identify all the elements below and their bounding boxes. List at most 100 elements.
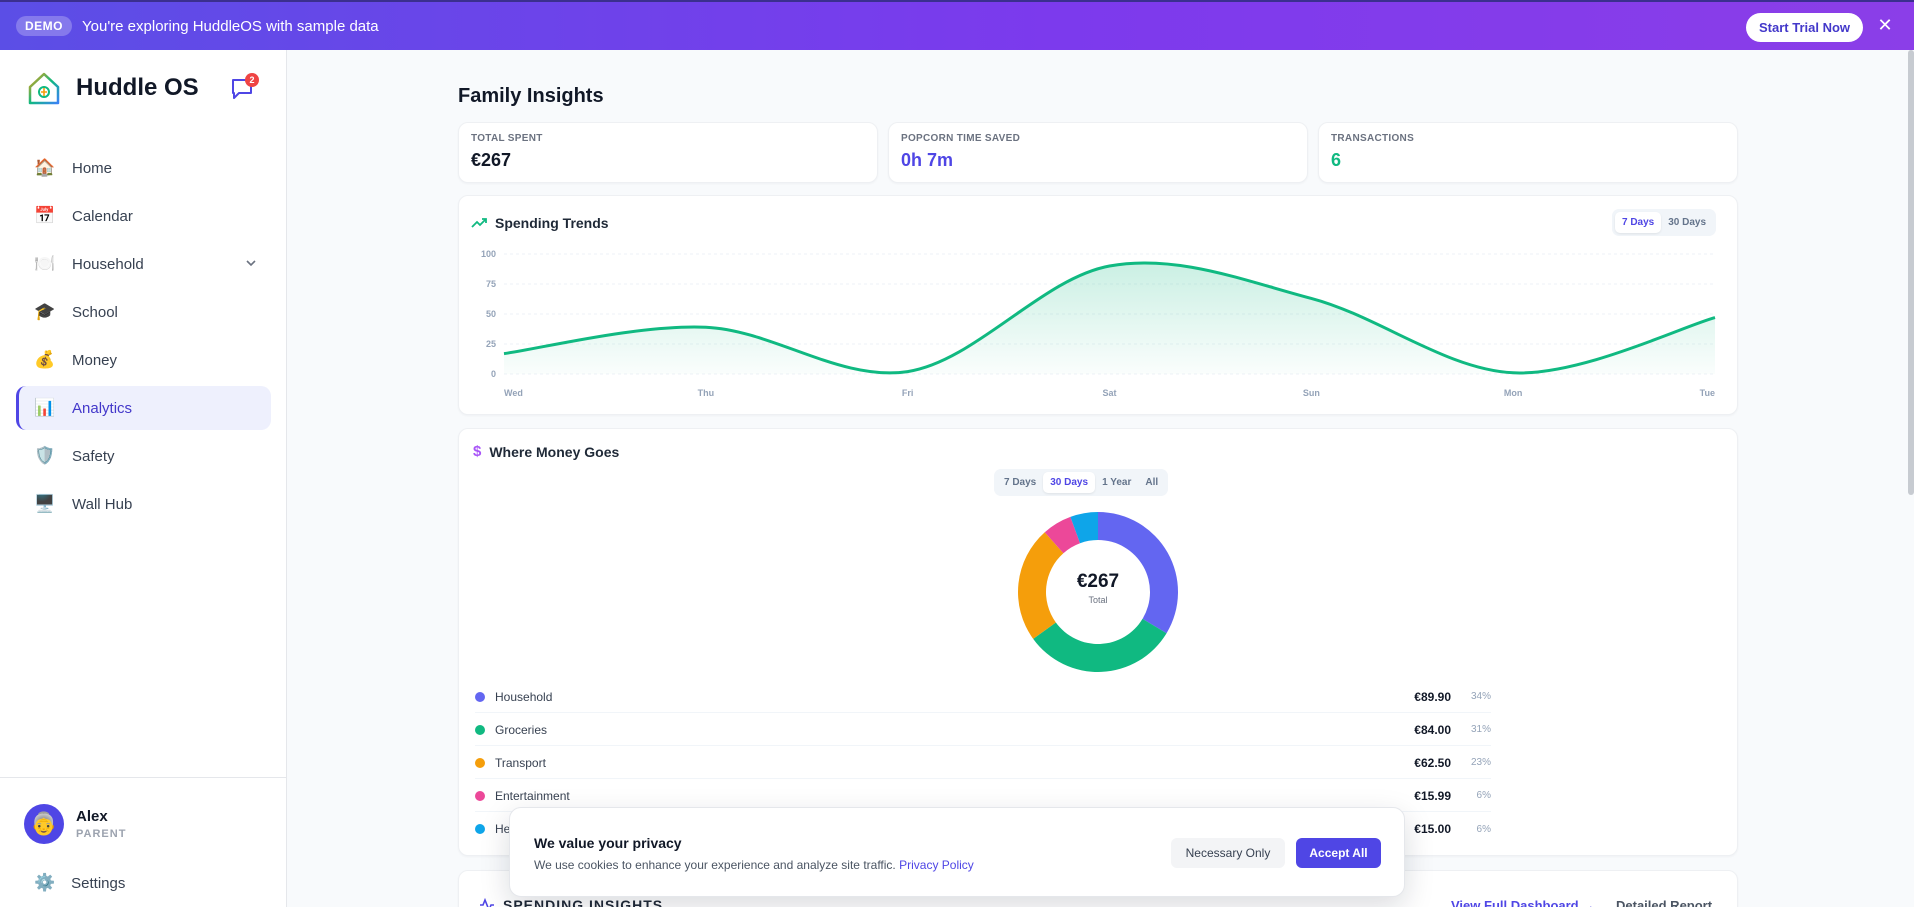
spending-trends-card: Spending Trends 7 Days 30 Days 0 25 50 75 10…	[458, 195, 1738, 415]
sidebar-item-calendar[interactable]: 📅 Calendar	[16, 194, 271, 238]
sidebar-item-analytics[interactable]: 📊 Analytics	[16, 386, 271, 430]
legend-percent: 6%	[1476, 790, 1491, 801]
donut-slice-household[interactable]	[1098, 512, 1178, 634]
legend-dot	[475, 724, 485, 735]
chevron-down-icon[interactable]	[245, 257, 257, 269]
where-money-goes-title: $ Where Money Goes	[473, 443, 619, 460]
range-30-days[interactable]: 30 Days	[1043, 472, 1096, 493]
necessary-only-button[interactable]: Necessary Only	[1171, 838, 1285, 868]
spending-trend-chart: 0 25 50 75 100 Wed Thu Fri Sat Sun Mon Tue	[481, 249, 1716, 398]
sidebar-item-home[interactable]: 🏠 Home	[16, 146, 271, 190]
sidebar-item-label: Home	[72, 159, 113, 177]
gear-icon: ⚙️	[34, 873, 56, 892]
sidebar-item-school[interactable]: 🎓 School	[16, 290, 271, 334]
graduation-cap-icon: 🎓	[34, 302, 56, 321]
sidebar-item-money[interactable]: 💰 Money	[16, 338, 271, 382]
stat-card-total-spent: TOTAL SPENT €267	[458, 122, 878, 183]
stat-value: 0h 7m	[901, 150, 954, 170]
range-1-year[interactable]: 1 Year	[1102, 477, 1132, 488]
range-30-days[interactable]: 30 Days	[1668, 217, 1707, 228]
view-full-dashboard-link[interactable]: View Full Dashboard →	[1451, 898, 1596, 907]
donut-slice-entertainment[interactable]	[1044, 516, 1081, 554]
detailed-report-link[interactable]: Detailed Report	[1616, 898, 1713, 907]
page-scrollbar[interactable]	[1908, 50, 1914, 495]
sidebar-item-label: Safety	[72, 447, 115, 465]
legend-dot	[475, 790, 485, 801]
spending-trends-title: Spending Trends	[471, 215, 609, 231]
y-tick-label: 25	[486, 339, 496, 349]
legend-percent: 6%	[1476, 823, 1491, 835]
legend-name: Transport	[495, 755, 546, 770]
legend-dot	[475, 824, 485, 834]
accept-all-button[interactable]: Accept All	[1296, 838, 1381, 868]
legend-row[interactable]: Groceries €84.00 31%	[475, 714, 1491, 746]
brand[interactable]: Huddle OS	[24, 68, 199, 108]
donut-total: €267	[1076, 571, 1120, 592]
house-logo-icon	[28, 72, 60, 105]
sidebar-item-safety[interactable]: 🛡️ Safety	[16, 434, 271, 478]
donut-total-label: Total	[1088, 595, 1108, 605]
start-trial-button[interactable]: Start Trial Now	[1746, 13, 1863, 42]
bar-chart-icon: 📊	[34, 398, 56, 417]
legend-row[interactable]: He €15.00 6%	[475, 813, 1491, 845]
stat-card-transactions: TRANSACTIONS 6	[1318, 122, 1738, 183]
close-banner-icon[interactable]: ✕	[1877, 15, 1893, 35]
sidebar-item-settings[interactable]: ⚙️ Settings	[34, 873, 125, 893]
sidebar-item-label: Analytics	[72, 399, 133, 417]
sidebar-item-label: Money	[72, 351, 118, 369]
plate-icon: 🍽️	[34, 254, 56, 273]
stat-label: TOTAL SPENT	[471, 133, 543, 144]
settings-label: Settings	[71, 874, 126, 892]
sidebar-item-label: Calendar	[72, 207, 133, 225]
trends-range-toggle: 7 Days 30 Days	[1612, 209, 1717, 236]
legend-amount: €84.00	[1414, 722, 1451, 737]
cookie-text: We use cookies to enhance your experienc…	[534, 858, 974, 872]
trending-up-icon	[471, 218, 487, 228]
card-title-text: Spending Trends	[495, 215, 609, 231]
cookie-title: We value your privacy	[534, 835, 682, 851]
sidebar-item-household[interactable]: 🍽️ Household	[16, 242, 271, 286]
user-profile[interactable]: 👵 Alex PARENT	[24, 804, 126, 844]
user-role: PARENT	[76, 828, 127, 840]
privacy-policy-link[interactable]: Privacy Policy	[899, 858, 974, 872]
notification-badge: 2	[245, 73, 259, 87]
y-tick-label: 0	[491, 369, 496, 379]
sidebar: Huddle OS 2 🏠 Home 📅 Calendar 🍽️ Househo…	[0, 50, 287, 907]
x-tick-label: Mon	[1504, 388, 1523, 398]
legend-amount: €15.99	[1414, 788, 1451, 803]
sidebar-divider	[0, 777, 287, 778]
demo-banner: DEMO You're exploring HuddleOS with samp…	[0, 0, 1914, 50]
y-tick-label: 75	[486, 279, 496, 289]
range-7-days[interactable]: 7 Days	[1004, 477, 1037, 488]
card-title-text: SPENDING INSIGHTS	[503, 897, 664, 907]
activity-icon	[480, 898, 494, 907]
x-tick-label: Wed	[504, 388, 523, 398]
range-all[interactable]: All	[1145, 477, 1159, 488]
x-tick-label: Fri	[902, 388, 914, 398]
donut-slice-he[interactable]	[1070, 512, 1098, 544]
range-7-days[interactable]: 7 Days	[1615, 212, 1662, 233]
stat-value: €267	[471, 150, 512, 170]
y-tick-label: 50	[486, 309, 496, 319]
shield-icon: 🛡️	[34, 446, 56, 465]
legend-amount: €62.50	[1414, 755, 1451, 770]
home-icon: 🏠	[34, 158, 56, 177]
messages-button[interactable]: 2	[230, 73, 259, 102]
dollar-icon: $	[473, 443, 482, 460]
avatar: 👵	[24, 804, 64, 844]
legend-name: Household	[495, 689, 553, 704]
brand-name: Huddle OS	[76, 74, 199, 101]
x-tick-label: Sat	[1102, 388, 1116, 398]
donut-slice-transport[interactable]	[1018, 532, 1064, 639]
legend-row[interactable]: Household €89.90 34%	[475, 681, 1491, 713]
trend-area	[504, 262, 1715, 374]
sidebar-item-wall-hub[interactable]: 🖥️ Wall Hub	[16, 482, 271, 526]
demo-badge: DEMO	[16, 16, 72, 36]
legend-row[interactable]: Transport €62.50 23%	[475, 747, 1491, 779]
legend-percent: 31%	[1470, 724, 1491, 735]
where-money-goes-card: $ Where Money Goes 7 Days 30 Days 1 Year…	[458, 428, 1738, 856]
donut-slice-groceries[interactable]	[1033, 618, 1167, 672]
stat-label: POPCORN TIME SAVED	[901, 133, 1021, 144]
spending-insights-title: SPENDING INSIGHTS	[479, 897, 663, 907]
sidebar-item-label: Household	[72, 255, 144, 273]
